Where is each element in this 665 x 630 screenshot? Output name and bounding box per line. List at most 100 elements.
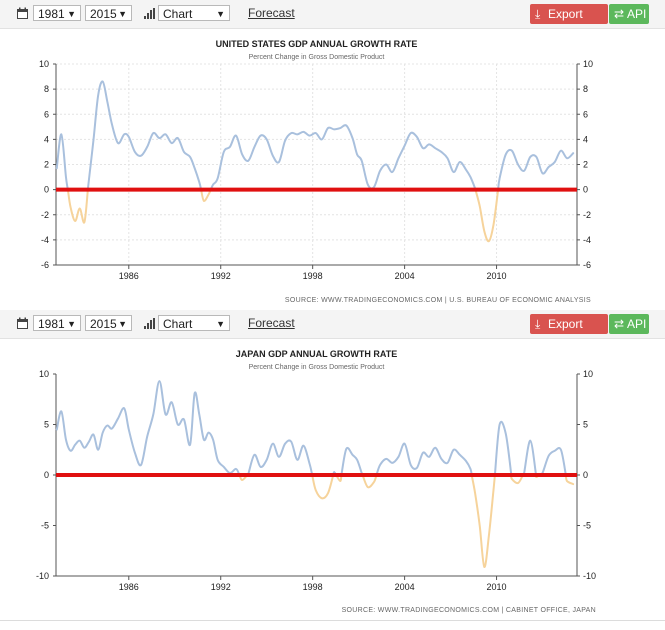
y-tick-label-left: 8 bbox=[44, 84, 49, 94]
series-line-positive bbox=[86, 80, 203, 191]
api-button[interactable]: ⇄ API bbox=[609, 4, 649, 24]
chevron-down-icon: ▼ bbox=[67, 9, 76, 19]
chevron-down-icon: ▼ bbox=[67, 319, 76, 329]
x-tick-label: 2004 bbox=[395, 582, 415, 592]
api-button[interactable]: ⇄ API bbox=[609, 314, 649, 334]
x-tick-label: 1998 bbox=[303, 271, 323, 281]
end-year-select[interactable]: 2015 ▼ bbox=[85, 315, 132, 331]
download-icon: ⤓ bbox=[535, 7, 541, 21]
start-year-value: 1981 bbox=[38, 7, 65, 21]
japan-gdp-chart: -10 -10 -5 -5 0 0 5 5 10 10 1986 1992 1998 2004 2010 JA… bbox=[36, 349, 596, 614]
end-year-value: 2015 bbox=[90, 317, 117, 331]
series-line-positive bbox=[340, 446, 364, 476]
y-tick-label-right: -4 bbox=[583, 235, 591, 245]
start-year-select[interactable]: 1981 ▼ bbox=[33, 5, 81, 21]
y-tick-label-left: -10 bbox=[36, 571, 49, 581]
x-tick-label: 2004 bbox=[395, 271, 415, 281]
series-line-negative bbox=[311, 474, 335, 500]
y-tick-label-right: 10 bbox=[583, 369, 593, 379]
chart-subtitle: Percent Change in Gross Domestic Product bbox=[249, 364, 385, 371]
x-tick-label: 1992 bbox=[211, 271, 231, 281]
series-line-negative bbox=[470, 474, 496, 568]
us-gdp-chart: -6 -6 -4 -4 -2 -2 0 0 2 2 4 4 6 6 8 8 10 10 1986 1992 1998 20… bbox=[39, 39, 593, 304]
end-year-select[interactable]: 2015 ▼ bbox=[85, 5, 132, 21]
series-line-positive bbox=[521, 439, 538, 478]
chart-toolbar: 1981 ▼ 2015 ▼ Chart ▼ Forecast ⤓ Export Data… bbox=[0, 0, 665, 41]
japan-gdp-panel: 1981 ▼ 2015 ▼ Chart ▼ Forecast ⤓ Export Data… bbox=[0, 310, 665, 621]
chevron-down-icon: ▼ bbox=[118, 319, 127, 329]
series-line-negative bbox=[200, 188, 212, 202]
chart-subtitle: Percent Change in Gross Domestic Product bbox=[249, 54, 385, 61]
y-tick-label-left: 2 bbox=[44, 160, 49, 170]
forecast-link[interactable]: Forecast bbox=[248, 6, 295, 20]
y-tick-label-right: 0 bbox=[583, 185, 588, 195]
x-tick-label: 1992 bbox=[211, 582, 231, 592]
chevron-down-icon: ▼ bbox=[216, 319, 225, 329]
x-tick-label: 1986 bbox=[119, 582, 139, 592]
download-icon: ⤓ bbox=[535, 317, 541, 331]
y-tick-label-right: 5 bbox=[583, 420, 588, 430]
y-tick-label-right: -5 bbox=[583, 521, 591, 531]
chart-type-value: Chart bbox=[163, 317, 193, 331]
series-line-negative bbox=[474, 188, 500, 243]
series-line-positive bbox=[538, 447, 567, 477]
start-year-value: 1981 bbox=[38, 317, 65, 331]
y-tick-label-right: 4 bbox=[583, 134, 588, 144]
export-data-button[interactable]: ⤓ Export Data bbox=[530, 314, 608, 351]
y-tick-label-right: 8 bbox=[583, 84, 588, 94]
x-tick-label: 1998 bbox=[303, 582, 323, 592]
bar-chart-icon[interactable] bbox=[143, 317, 156, 330]
y-tick-label-right: 6 bbox=[583, 109, 588, 119]
series-line-positive bbox=[55, 380, 241, 476]
us-gdp-panel: 1981 ▼ 2015 ▼ Chart ▼ Forecast ⤓ Export Data… bbox=[0, 0, 665, 311]
chart-type-select[interactable]: Chart ▼ bbox=[158, 5, 230, 21]
swap-arrows-icon: ⇄ bbox=[614, 7, 625, 21]
export-data-label: Export Data bbox=[548, 317, 583, 351]
series-line-positive bbox=[55, 133, 69, 191]
bar-chart-icon[interactable] bbox=[143, 7, 156, 20]
chart-title: JAPAN GDP ANNUAL GROWTH RATE bbox=[236, 349, 398, 359]
y-tick-label-right: 2 bbox=[583, 160, 588, 170]
y-tick-label-right: 0 bbox=[583, 470, 588, 480]
y-tick-label-left: -4 bbox=[41, 235, 49, 245]
chart-type-select[interactable]: Chart ▼ bbox=[158, 315, 230, 331]
start-year-select[interactable]: 1981 ▼ bbox=[33, 315, 81, 331]
y-tick-label-left: 5 bbox=[44, 420, 49, 430]
swap-arrows-icon: ⇄ bbox=[614, 317, 625, 331]
series-line-positive bbox=[497, 148, 575, 191]
calendar-icon[interactable] bbox=[16, 317, 29, 330]
forecast-link[interactable]: Forecast bbox=[248, 316, 295, 330]
chart-toolbar: 1981 ▼ 2015 ▼ Chart ▼ Forecast ⤓ Export Data… bbox=[0, 310, 665, 351]
series-line-positive bbox=[375, 442, 473, 476]
y-tick-label-right: -2 bbox=[583, 210, 591, 220]
api-label: API bbox=[627, 317, 647, 331]
y-tick-label-left: -6 bbox=[41, 260, 49, 270]
series-line-negative bbox=[66, 188, 89, 224]
y-tick-label-right: -6 bbox=[583, 260, 591, 270]
y-tick-label-left: 0 bbox=[44, 185, 49, 195]
y-tick-label-left: 4 bbox=[44, 134, 49, 144]
x-tick-label: 2010 bbox=[487, 271, 507, 281]
export-data-label: Export Data bbox=[548, 7, 583, 41]
x-tick-label: 1986 bbox=[119, 271, 139, 281]
chevron-down-icon: ▼ bbox=[216, 9, 225, 19]
y-tick-label-right: 10 bbox=[583, 59, 593, 69]
chart-source: SOURCE: WWW.TRADINGECONOMICS.COM | U.S. … bbox=[285, 297, 591, 304]
chart-source: SOURCE: WWW.TRADINGECONOMICS.COM | CABIN… bbox=[342, 607, 596, 614]
x-tick-label: 2010 bbox=[487, 582, 507, 592]
series-line-negative bbox=[361, 474, 378, 489]
export-data-button[interactable]: ⤓ Export Data bbox=[530, 4, 608, 41]
series-line-positive bbox=[246, 439, 314, 477]
y-tick-label-left: -2 bbox=[41, 210, 49, 220]
series-line-positive bbox=[493, 420, 513, 476]
y-tick-label-left: 10 bbox=[39, 59, 49, 69]
chart-title: UNITED STATES GDP ANNUAL GROWTH RATE bbox=[216, 39, 418, 49]
y-tick-label-left: 0 bbox=[44, 470, 49, 480]
y-tick-label-left: -5 bbox=[41, 521, 49, 531]
end-year-value: 2015 bbox=[90, 7, 117, 21]
chart-type-value: Chart bbox=[163, 7, 193, 21]
chevron-down-icon: ▼ bbox=[118, 9, 127, 19]
calendar-icon[interactable] bbox=[16, 7, 29, 20]
series-line-positive bbox=[209, 124, 477, 191]
y-tick-label-right: -10 bbox=[583, 571, 596, 581]
